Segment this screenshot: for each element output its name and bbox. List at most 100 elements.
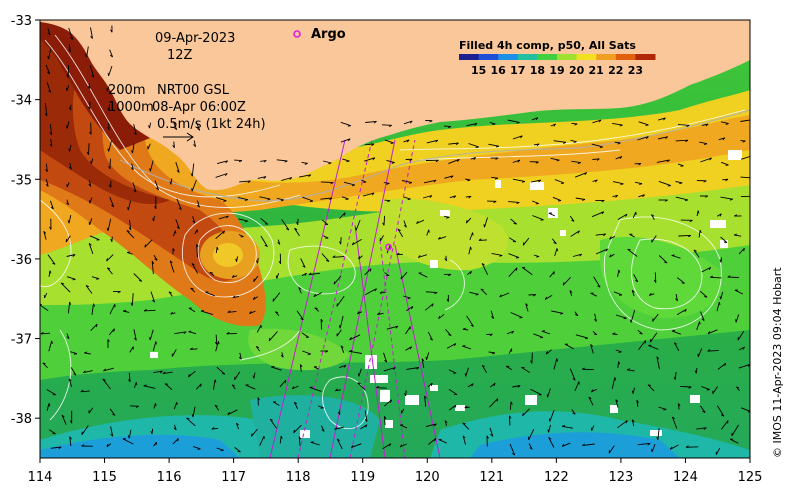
current-vector: [448, 142, 459, 145]
current-vector: [357, 382, 366, 391]
current-vector: [738, 247, 745, 255]
current-vector-head: [470, 246, 472, 250]
current-vector-head: [50, 206, 54, 210]
current-vector-head: [704, 296, 708, 298]
current-vector-head: [408, 182, 413, 184]
current-vector-head: [421, 358, 425, 362]
current-vector-head: [351, 184, 356, 187]
current-vector-head: [188, 330, 192, 333]
argo-float-marker: [385, 243, 392, 251]
current-vector: [549, 271, 555, 278]
current-vector: [525, 303, 529, 312]
current-vector-head: [446, 216, 450, 219]
current-vector: [171, 349, 177, 357]
current-vector-head: [128, 227, 132, 231]
current-vector-head: [332, 255, 336, 258]
current-vector-head: [638, 163, 642, 166]
current-vector: [737, 330, 745, 341]
current-vector: [638, 121, 649, 126]
current-vector: [697, 348, 703, 357]
current-vector-head: [218, 341, 220, 345]
current-vector-head: [548, 437, 552, 440]
current-vector-head: [135, 382, 138, 386]
current-vector-head: [474, 123, 478, 126]
current-vector: [512, 159, 521, 163]
current-vector-head: [90, 35, 93, 39]
current-vector-head: [72, 278, 76, 281]
current-vector: [81, 425, 89, 435]
current-vector-head: [109, 184, 112, 188]
current-vector-head: [431, 303, 434, 307]
current-vector: [294, 228, 300, 237]
current-vector-head: [478, 238, 482, 241]
current-vector: [237, 196, 248, 201]
current-vector: [462, 435, 467, 445]
current-vector: [507, 119, 520, 123]
current-vector-head: [191, 414, 194, 418]
current-vector: [302, 350, 311, 355]
current-vector: [170, 178, 173, 185]
current-vector-head: [65, 125, 68, 129]
current-vector-head: [536, 143, 540, 147]
current-vector: [696, 321, 701, 331]
current-vector: [575, 334, 589, 339]
current-vector-head: [151, 261, 155, 265]
current-vector-head: [133, 189, 137, 193]
current-vector-head: [630, 319, 632, 323]
current-vector-head: [544, 296, 548, 300]
current-vector-head: [579, 253, 583, 257]
current-vector: [512, 178, 525, 182]
current-vector-head: [631, 419, 635, 423]
current-vector: [342, 158, 350, 162]
current-vector-head: [404, 393, 407, 397]
current-vector-head: [406, 139, 410, 143]
current-vector: [700, 291, 708, 298]
current-vector-head: [155, 403, 157, 407]
current-vector: [443, 125, 452, 128]
current-vector-head: [444, 420, 448, 424]
current-vector-head: [636, 399, 639, 403]
current-vector: [192, 446, 201, 450]
current-vector-head: [685, 445, 689, 448]
current-vector-head: [590, 344, 594, 347]
current-vector-head: [547, 429, 550, 433]
current-vector-head: [684, 199, 689, 202]
current-vector-head: [689, 219, 693, 223]
current-vector: [400, 271, 408, 280]
x-tick-label: 124: [673, 470, 698, 485]
current-vector: [260, 235, 268, 247]
current-vector: [48, 340, 53, 352]
current-vector: [108, 122, 110, 130]
current-vector-head: [95, 323, 98, 328]
current-vector-head: [538, 179, 542, 183]
current-vector: [69, 144, 72, 152]
current-vector: [88, 407, 94, 414]
current-vector-head: [699, 321, 701, 325]
current-vector-head: [122, 309, 127, 312]
current-vector: [403, 220, 407, 228]
current-vector: [647, 384, 655, 392]
current-vector: [150, 291, 156, 303]
current-vector-head: [168, 291, 172, 294]
current-vector-head: [232, 295, 236, 299]
current-vector-head: [609, 254, 612, 258]
current-vector: [47, 28, 51, 36]
current-vector: [68, 215, 72, 224]
current-vector-head: [133, 337, 137, 341]
current-vector-head: [411, 306, 414, 310]
current-vector: [44, 103, 48, 116]
current-vector: [152, 341, 157, 352]
current-vector: [191, 263, 199, 274]
current-vector: [343, 181, 356, 186]
current-vector: [448, 404, 457, 411]
current-vector-head: [294, 401, 298, 405]
current-vector: [698, 230, 701, 238]
current-vector-head: [651, 214, 655, 217]
current-vector: [249, 310, 256, 315]
current-vector-head: [112, 413, 116, 416]
current-vector: [546, 349, 552, 355]
current-vector-head: [251, 433, 253, 437]
current-vector-head: [271, 365, 275, 368]
current-vector-head: [535, 117, 539, 121]
current-vector: [336, 438, 343, 450]
